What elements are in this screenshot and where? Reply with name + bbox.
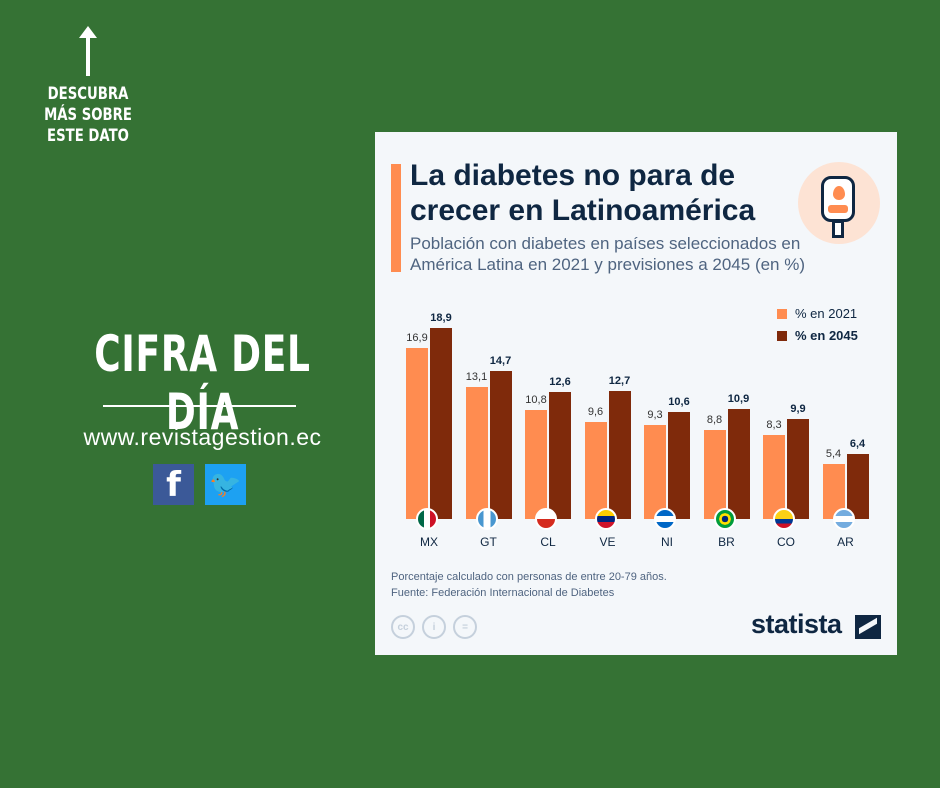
flag-BR-icon [713, 508, 736, 530]
arrow-up-icon [79, 26, 97, 76]
bar-AR-2045 [846, 454, 869, 519]
legend-item-2045: % en 2045 [777, 328, 858, 343]
flag-CL-icon [535, 508, 557, 530]
glucose-meter-icon [798, 162, 880, 244]
bar-VE-2045 [608, 390, 631, 519]
bar-BR-2021 [703, 430, 726, 519]
bar-CO-2021 [763, 435, 785, 519]
legend-swatch [777, 330, 787, 341]
bar-AR-2021 [822, 464, 845, 519]
legend-item-2021: % en 2021 [777, 306, 857, 321]
bar-GT-2045 [489, 370, 512, 519]
flag-VE-icon [594, 508, 617, 530]
data-label: 14,7 [489, 354, 512, 367]
flag-MX-icon [416, 508, 438, 530]
category-label: BR [718, 535, 735, 549]
divider [103, 405, 296, 407]
chart-subtitle: Población con diabetes en países selecci… [410, 234, 806, 274]
chart-card: La diabetes no para de crecer en Latinoa… [375, 132, 897, 655]
no-derivatives-icon: = [453, 615, 477, 639]
data-label: 9,6 [587, 406, 604, 419]
twitter-icon[interactable]: 🐦 [205, 464, 246, 505]
headline: CIFRA DEL DÍA [94, 325, 311, 441]
data-label: 10,8 [525, 393, 547, 406]
data-label: 18,9 [430, 312, 452, 325]
data-label: 5,4 [825, 448, 842, 461]
category-label: CL [540, 535, 556, 549]
chart-note: Porcentaje calculado con personas de ent… [391, 569, 667, 601]
data-label: 9,3 [647, 409, 663, 422]
data-label: 13,1 [465, 370, 488, 383]
bar-NI-2021 [644, 425, 666, 519]
flag-NI-icon [654, 508, 676, 530]
category-label: MX [420, 535, 438, 549]
statista-logo-mark [855, 615, 881, 639]
data-label: 12,7 [608, 374, 631, 387]
plot-area: 16,9 18,9 MX 13,1 14,7 GT 10,8 12,6 CL 9,6 12,7 VE 9… [375, 132, 897, 562]
facebook-icon[interactable]: f [153, 464, 194, 505]
flag-CO-icon [773, 508, 795, 530]
category-label: GT [480, 535, 497, 549]
flag-AR-icon [832, 508, 855, 530]
data-label: 8,3 [766, 419, 782, 432]
bar-GT-2021 [465, 386, 488, 519]
data-label: 10,6 [668, 395, 690, 408]
category-label: AR [837, 535, 854, 549]
source-text: Fuente: Federación Internacional de Diab… [391, 587, 615, 599]
chart-title: La diabetes no para de crecer en Latinoa… [410, 159, 756, 227]
title-accent [391, 164, 401, 272]
bar-CO-2045 [787, 419, 809, 519]
website-link[interactable]: www.revistagestion.ec [83, 424, 322, 450]
data-label: 16,9 [406, 332, 428, 345]
legend-swatch [777, 308, 787, 319]
bar-CL-2045 [549, 391, 571, 519]
statista-logo: statista [751, 609, 842, 639]
bar-NI-2045 [668, 411, 690, 519]
bar-CL-2021 [525, 409, 547, 519]
category-label: NI [661, 535, 673, 549]
attribution-icon: i [422, 615, 446, 639]
flag-GT-icon [475, 508, 498, 530]
discover-more-label[interactable]: DESCUBRA MÁS SOBRE ESTE DATO [44, 84, 132, 146]
bar-BR-2045 [727, 408, 750, 519]
note-text: Porcentaje calculado con personas de ent… [391, 571, 667, 583]
bar-VE-2021 [584, 422, 607, 519]
legend-label: % en 2021 [795, 306, 858, 321]
data-label: 6,4 [849, 438, 866, 451]
category-label: VE [599, 535, 616, 549]
data-label: 8,8 [706, 414, 723, 427]
data-label: 12,6 [549, 375, 571, 388]
cc-icon: cc [391, 615, 415, 639]
data-label: 10,9 [727, 392, 750, 405]
category-label: CO [777, 535, 795, 549]
data-label: 9,9 [790, 403, 806, 415]
legend-label: % en 2045 [795, 328, 858, 343]
bar-MX-2021 [406, 348, 428, 519]
bar-MX-2045 [430, 328, 452, 519]
